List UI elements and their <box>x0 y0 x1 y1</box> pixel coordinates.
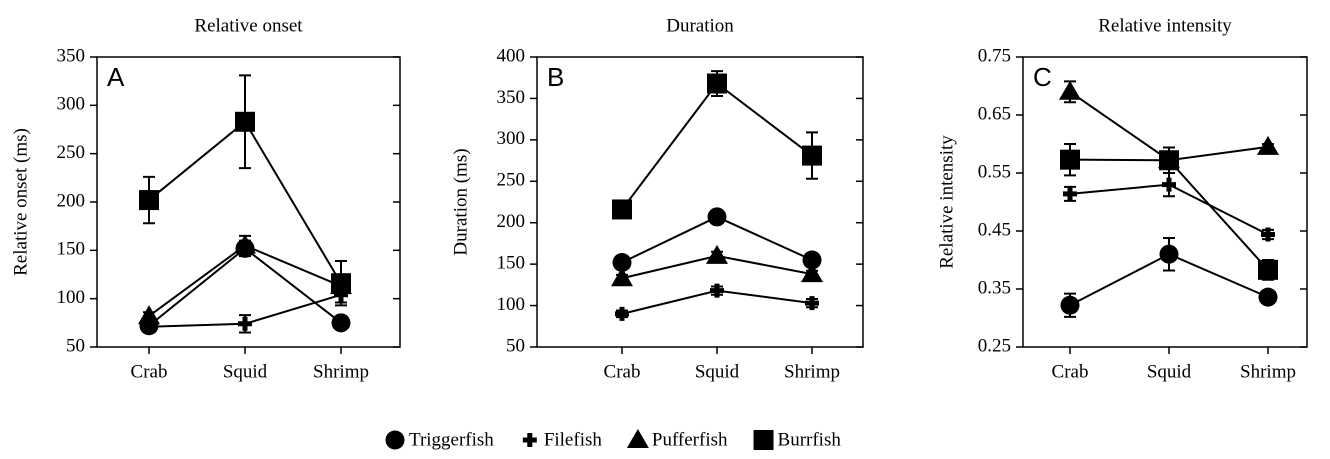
y-tick-label: 200 <box>497 211 526 232</box>
data-point <box>234 234 256 254</box>
data-point <box>706 244 728 264</box>
x-tick-label: Shrimp <box>1240 361 1296 382</box>
x-tick-label: Squid <box>695 361 740 382</box>
data-point <box>805 296 819 311</box>
x-tick-label: Shrimp <box>784 361 840 382</box>
data-point <box>235 111 255 132</box>
data-point <box>707 73 727 94</box>
data-point <box>615 306 629 321</box>
panel-title: Relative onset <box>194 15 303 36</box>
data-point <box>1060 149 1080 170</box>
data-point <box>1159 244 1179 264</box>
y-tick-label: 250 <box>57 142 86 163</box>
panel-letter: B <box>547 62 564 92</box>
y-tick-label: 150 <box>57 239 86 260</box>
x-tick-label: Crab <box>604 361 641 382</box>
legend-label: Triggerfish <box>409 429 494 450</box>
data-point <box>801 263 823 283</box>
y-tick-label: 100 <box>497 294 526 315</box>
data-point <box>139 190 159 211</box>
y-tick-label: 150 <box>497 253 526 274</box>
panel-letter: C <box>1033 62 1052 92</box>
plot-frame <box>1022 56 1308 348</box>
data-point <box>1257 135 1279 155</box>
data-point <box>1162 177 1176 192</box>
y-tick-label: 250 <box>497 170 526 191</box>
data-point <box>331 313 351 333</box>
series-line <box>621 82 813 211</box>
data-point <box>612 199 632 220</box>
y-tick-label: 0.75 <box>978 45 1011 66</box>
panel-title: Relative intensity <box>1098 15 1232 36</box>
data-point <box>612 252 632 272</box>
y-axis-label: Duration (ms) <box>450 148 471 255</box>
data-point <box>802 145 822 166</box>
y-tick-label: 50 <box>506 335 525 356</box>
legend-marker <box>753 430 774 450</box>
y-tick-label: 300 <box>57 94 86 115</box>
legend-marker <box>522 433 537 447</box>
data-point <box>707 207 727 227</box>
y-tick-label: 0.55 <box>978 161 1011 182</box>
data-point <box>611 267 633 287</box>
legend-label: Pufferfish <box>652 429 728 450</box>
legend-label: Burrfish <box>778 429 842 450</box>
y-tick-label: 0.35 <box>978 277 1011 298</box>
data-point <box>1258 287 1278 307</box>
y-tick-label: 200 <box>57 190 86 211</box>
data-point <box>1059 80 1081 100</box>
data-point <box>1060 295 1080 315</box>
panel-letter: A <box>107 62 125 92</box>
y-tick-label: 350 <box>57 45 86 66</box>
data-point <box>238 316 252 331</box>
y-tick-label: 400 <box>497 45 526 66</box>
data-point <box>1261 227 1275 242</box>
y-tick-label: 300 <box>497 128 526 149</box>
x-tick-label: Crab <box>131 361 168 382</box>
data-point <box>331 273 351 294</box>
y-tick-label: 0.45 <box>978 219 1011 240</box>
data-point <box>1258 259 1278 280</box>
data-point <box>1159 150 1179 171</box>
data-point <box>802 250 822 270</box>
y-tick-label: 350 <box>497 87 526 108</box>
y-tick-label: 50 <box>66 335 85 356</box>
y-axis-label: Relative intensity <box>936 135 957 269</box>
data-point <box>142 319 156 334</box>
data-point <box>710 283 724 298</box>
panel-title: Duration <box>666 15 734 36</box>
x-tick-label: Shrimp <box>313 361 369 382</box>
legend-marker <box>626 429 649 448</box>
y-tick-label: 100 <box>57 287 86 308</box>
legend-marker <box>385 430 405 450</box>
x-tick-label: Squid <box>223 361 268 382</box>
plot-frame <box>536 56 864 348</box>
data-point <box>138 305 160 325</box>
x-tick-label: Squid <box>1147 361 1192 382</box>
legend-label: Filefish <box>544 429 603 450</box>
data-point <box>1063 186 1077 201</box>
x-tick-label: Crab <box>1052 361 1089 382</box>
y-axis-label: Relative onset (ms) <box>10 128 31 276</box>
y-tick-label: 0.65 <box>978 103 1011 124</box>
y-tick-label: 0.25 <box>978 335 1011 356</box>
